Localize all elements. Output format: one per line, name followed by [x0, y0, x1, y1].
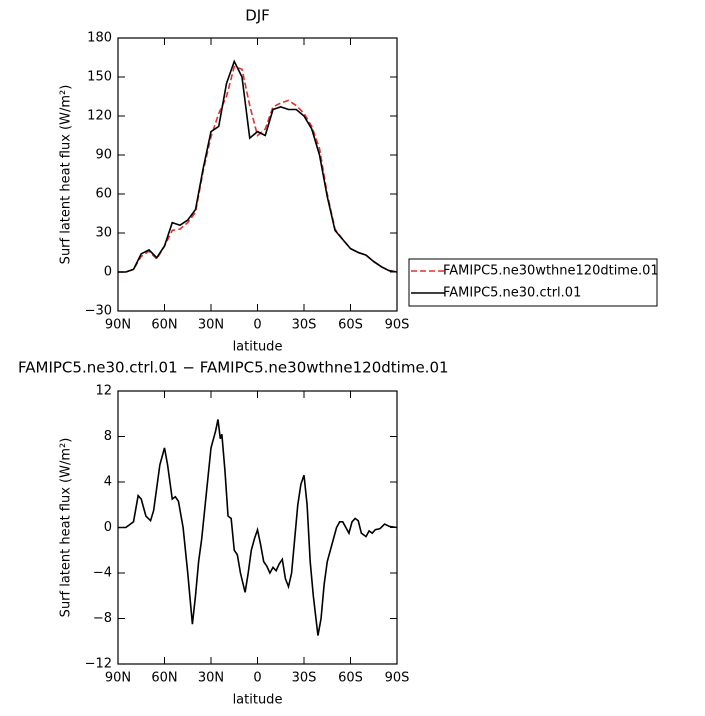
x-tick-label: 90S: [385, 318, 410, 333]
x-tick-label: 90N: [105, 671, 131, 686]
legend-label: FAMIPC5.ne30wthne120dtime.01: [443, 264, 659, 279]
y-tick-label: 12: [95, 384, 112, 399]
y-tick-label: −30: [85, 304, 112, 319]
x-tick-label: 0: [253, 671, 261, 686]
x-tick-label: 90S: [385, 671, 410, 686]
chart-title: DJF: [245, 7, 270, 25]
y-tick-label: 180: [87, 31, 112, 46]
data-line: [118, 65, 398, 273]
x-tick-label: 60N: [151, 318, 177, 333]
x-tick-label: 60S: [338, 318, 363, 333]
x-tick-label: 0: [253, 318, 261, 333]
y-tick-label: 4: [104, 475, 112, 490]
y-tick-label: 150: [87, 70, 112, 85]
y-axis-label: Surf latent heat flux (W/m²): [59, 85, 74, 265]
x-tick-label: 90N: [105, 318, 131, 333]
y-axis-label: Surf latent heat flux (W/m²): [59, 438, 74, 618]
x-tick-label: 30S: [292, 671, 317, 686]
x-tick-label: 60S: [338, 671, 363, 686]
y-tick-label: 30: [95, 226, 112, 241]
y-tick-label: −4: [93, 566, 112, 581]
y-tick-label: 8: [104, 429, 112, 444]
data-line: [118, 419, 398, 636]
x-axis-label: latitude: [233, 693, 283, 708]
legend-box: [408, 258, 658, 307]
y-tick-label: −8: [93, 611, 112, 626]
x-tick-label: 30N: [198, 318, 224, 333]
data-line: [118, 59, 398, 273]
legend-label: FAMIPC5.ne30.ctrl.01: [443, 286, 581, 301]
y-tick-label: 60: [95, 187, 112, 202]
y-tick-label: −12: [85, 657, 112, 672]
x-tick-label: 60N: [151, 671, 177, 686]
y-tick-label: 90: [95, 148, 112, 163]
x-tick-label: 30N: [198, 671, 224, 686]
plot-frame: [117, 37, 398, 312]
y-tick-label: 120: [87, 109, 112, 124]
x-tick-label: 30S: [292, 318, 317, 333]
y-tick-label: 0: [104, 265, 112, 280]
chart-title: FAMIPC5.ne30.ctrl.01 − FAMIPC5.ne30wthne…: [18, 359, 449, 377]
y-tick-label: 0: [104, 520, 112, 535]
x-axis-label: latitude: [233, 340, 283, 355]
